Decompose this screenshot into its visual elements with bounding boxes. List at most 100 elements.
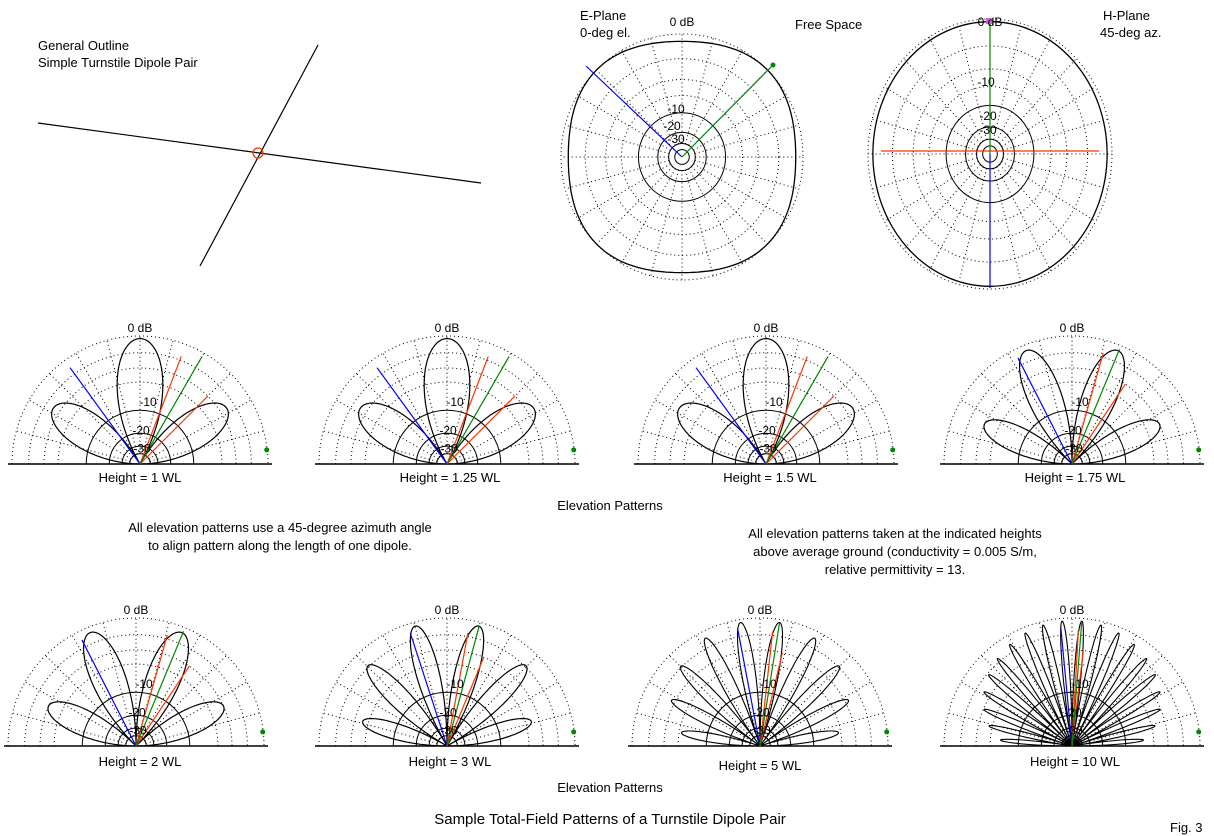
elevation-plot-10wl: 0 dB -10 -20 -30 <box>940 603 1204 747</box>
elevation-plot-1-25wl: 0 dB -10 -20 -30 <box>315 321 579 465</box>
grid-spoke <box>1002 118 1108 151</box>
h-plane-label: H-Plane <box>1103 8 1150 23</box>
elev-grid-ring-solid <box>129 453 151 465</box>
grid-spoke <box>688 168 743 264</box>
elev-grid-ring <box>7 617 265 747</box>
elev-orange-line <box>446 657 485 747</box>
elev-grid-ring <box>989 663 1155 747</box>
elev-grid-spoke <box>695 634 756 738</box>
elev-blue-line <box>409 632 448 747</box>
elev-orange-line <box>446 632 469 747</box>
elev-grid-spoke <box>323 430 438 462</box>
elev-grid-ring-solid <box>1017 409 1127 465</box>
elev-grid-ring-solid <box>711 409 821 465</box>
elev-grid-spoke <box>456 430 571 462</box>
elev-30db-label: -30 <box>1065 442 1083 456</box>
elevation-plot-2wl: 0 dB -10 -20 -30 <box>4 603 268 747</box>
grid-ring <box>584 58 780 256</box>
grid-spoke <box>996 36 1052 142</box>
elev-marker <box>1196 729 1202 735</box>
elev-marker <box>884 729 890 735</box>
h-plane-marker <box>986 18 993 24</box>
e-plane-20db-label: -20 <box>663 119 681 133</box>
elev-grid-ring <box>631 617 889 747</box>
elev-10db-label: -10 <box>1071 677 1089 691</box>
height-label-1-75wl: Height = 1.75 WL <box>1024 470 1126 485</box>
elev-grid-ring <box>350 367 544 465</box>
e-plane-blue-line <box>585 65 683 158</box>
elev-grid-spoke <box>24 681 128 742</box>
h-plane-20db-label: -20 <box>979 109 997 123</box>
elev-grid-ring <box>43 367 237 465</box>
elev-pattern <box>51 338 229 465</box>
grid-spoke <box>694 124 800 154</box>
elev-orange-line <box>446 395 516 465</box>
elev-grid-ring <box>57 381 223 465</box>
elev-grid-ring <box>350 649 544 747</box>
elev-grid-spoke <box>1007 352 1068 456</box>
note-right-2: above average ground (conductivity = 0.0… <box>753 544 1037 559</box>
elev-orange-line <box>765 395 835 465</box>
note-right-3: relative permittivity = 13. <box>824 562 966 577</box>
elev-grid-spoke <box>1081 430 1196 462</box>
elev-marker <box>571 729 577 735</box>
elev-grid-ring <box>335 352 559 465</box>
elev-30db-label: -30 <box>1065 724 1083 738</box>
elev-grid-ring <box>943 617 1201 747</box>
height-label-2wl: Height = 2 WL <box>98 754 182 769</box>
grid-spoke <box>999 164 1077 250</box>
h-plane-30db-label: -30 <box>979 123 997 137</box>
elev-marker <box>260 729 266 735</box>
elev-10db-label: -10 <box>139 395 157 409</box>
elev-0db-label: 0 dB <box>754 321 779 335</box>
outline-title: General Outline <box>38 38 130 53</box>
height-label-1-25wl: Height = 1.25 WL <box>399 470 501 485</box>
elev-20db-label: -20 <box>758 423 776 437</box>
elevation-plot-5wl: 0 dB -10 -20 -30 <box>628 603 892 747</box>
elev-30db-label: -30 <box>759 442 777 456</box>
elev-marker <box>571 447 577 453</box>
elev-grid-ring <box>637 335 895 465</box>
elev-grid-ring <box>960 352 1184 465</box>
elevation-plot-1wl: 0 dB -10 -20 -30 <box>8 321 272 465</box>
grid-spoke <box>576 163 671 219</box>
grid-spoke <box>928 36 984 142</box>
height-label-1wl: Height = 1 WL <box>98 470 182 485</box>
elev-grid-ring-solid <box>428 445 466 465</box>
grid-spoke <box>903 164 981 250</box>
elev-grid-ring-solid <box>1053 445 1091 465</box>
e-plane-plot: 0 dB -10 -20-30 <box>560 15 804 281</box>
elev-green-line <box>446 356 510 465</box>
grid-ring <box>605 79 759 235</box>
elev-blue-line <box>737 628 761 747</box>
e-plane-0db-label: 0 dB <box>670 15 695 29</box>
elev-grid-ring <box>989 381 1155 465</box>
elev-orange-line <box>759 652 783 747</box>
elev-grid-ring <box>364 663 530 747</box>
elev-grid-ring <box>318 335 576 465</box>
elev-30db-label: -30 <box>440 442 458 456</box>
elev-grid-ring <box>28 352 252 465</box>
elev-orange-line <box>135 634 168 747</box>
elev-grid-ring-solid <box>755 453 777 465</box>
elev-grid-ring-solid <box>436 453 458 465</box>
elev-grid-ring <box>24 634 248 747</box>
h-plane-plot: 0 dB -10 -20-30 <box>867 15 1113 290</box>
figure-number: Fig. 3 <box>1170 820 1203 835</box>
elev-grid-spoke <box>16 430 131 462</box>
elev-orange-line <box>1071 352 1104 465</box>
elev-grid-spoke <box>335 681 439 742</box>
outline-subtitle: Simple Turnstile Dipole Pair <box>38 55 198 70</box>
elev-grid-spoke <box>356 655 441 740</box>
dipole-wire-1 <box>37 122 482 184</box>
dipole-outline <box>37 44 482 267</box>
elevation-plot-1-75wl: 0 dB -10 -20 -30 <box>940 321 1204 465</box>
elev-30db-label: -30 <box>129 724 147 738</box>
grid-spoke <box>693 95 788 151</box>
elev-blue-line <box>69 367 141 465</box>
grid-spoke <box>884 86 979 147</box>
free-space-label: Free Space <box>795 17 863 32</box>
elev-pattern <box>358 338 536 465</box>
elev-grid-ring-solid <box>392 409 502 465</box>
grid-spoke <box>884 161 979 222</box>
